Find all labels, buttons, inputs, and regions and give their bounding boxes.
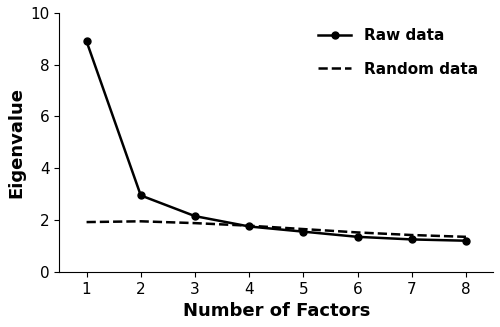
Raw data [300, 230, 306, 233]
X-axis label: Number of Factors: Number of Factors [182, 302, 370, 320]
Random data [246, 224, 252, 228]
Legend: Raw data, Random data: Raw data, Random data [310, 21, 486, 84]
Raw data [84, 40, 89, 43]
Random data [354, 231, 360, 234]
Raw data [409, 237, 415, 241]
Random data [300, 227, 306, 231]
Raw data [463, 239, 469, 243]
Line: Raw data: Raw data [83, 38, 469, 244]
Line: Random data: Random data [86, 221, 466, 237]
Raw data [354, 235, 360, 239]
Random data [138, 219, 144, 223]
Raw data [138, 194, 144, 198]
Raw data [192, 214, 198, 218]
Y-axis label: Eigenvalue: Eigenvalue [7, 87, 25, 198]
Random data [409, 233, 415, 237]
Raw data [246, 225, 252, 229]
Random data [84, 220, 89, 224]
Random data [463, 235, 469, 239]
Random data [192, 221, 198, 225]
